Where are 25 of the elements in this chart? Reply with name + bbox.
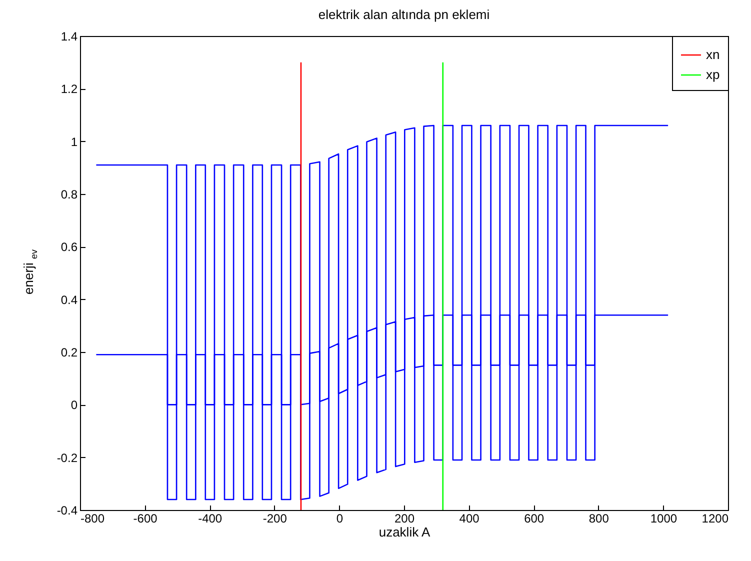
- y-tick-label: 0.6: [60, 240, 78, 254]
- y-tick-label: 1.4: [60, 30, 78, 44]
- y-tick-label: 0.2: [60, 346, 78, 360]
- x-axis-title: uzaklik A: [378, 524, 430, 540]
- x-tick-label: -400: [198, 512, 222, 526]
- x-tick-label: 200: [394, 512, 415, 526]
- chart-title: elektrik alan altında pn eklemi: [318, 7, 490, 22]
- x-tick-label: 600: [524, 512, 544, 526]
- y-tick-label: 0.4: [60, 292, 78, 307]
- y-tick-label: -0.4: [56, 504, 78, 518]
- x-tick-label: -600: [133, 512, 158, 526]
- y-tick-label: 0: [70, 398, 78, 412]
- x-tick-label: 1200: [702, 512, 729, 526]
- x-tick-label: -800: [80, 512, 105, 526]
- y-tick-label: -0.2: [56, 450, 78, 465]
- x-tick-label: 800: [588, 512, 610, 526]
- x-tick-label: 400: [459, 512, 480, 526]
- legend-label: xn: [706, 47, 720, 62]
- x-tick-label: 0: [336, 512, 344, 526]
- y-tick-label: 1: [70, 134, 78, 149]
- x-tick-label: 1000: [650, 512, 678, 526]
- y-tick-label: 1.2: [60, 82, 78, 96]
- y-tick-label: 0.8: [60, 188, 78, 202]
- x-tick-label: -200: [262, 512, 288, 526]
- legend-label: xp: [706, 67, 720, 82]
